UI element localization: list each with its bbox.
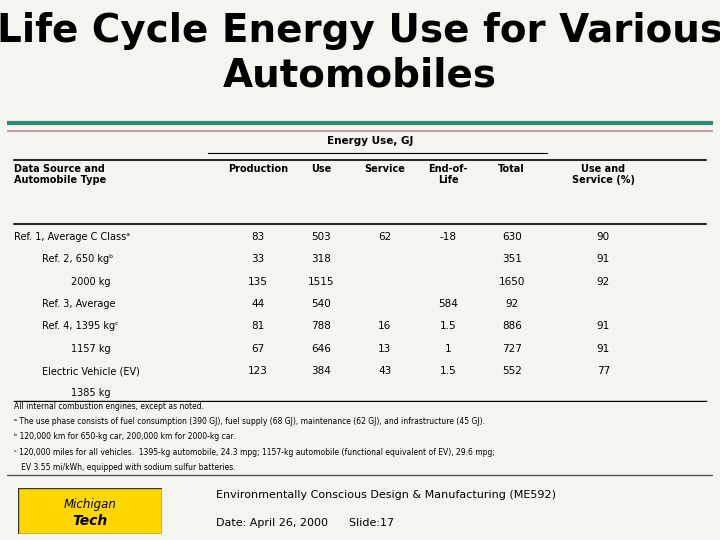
Text: 90: 90 — [597, 232, 610, 242]
Text: Use and
Service (%): Use and Service (%) — [572, 164, 635, 185]
Text: 540: 540 — [311, 299, 331, 309]
Text: 16: 16 — [378, 321, 392, 332]
Text: 91: 91 — [597, 343, 610, 354]
Text: 77: 77 — [597, 366, 610, 376]
Text: 62: 62 — [378, 232, 392, 242]
Text: EV 3.55 mi/kWh, equipped with sodium sulfur batteries.: EV 3.55 mi/kWh, equipped with sodium sul… — [14, 463, 236, 472]
Text: End-of-
Life: End-of- Life — [428, 164, 468, 185]
Text: 788: 788 — [311, 321, 331, 332]
Text: Ref. 3, Average: Ref. 3, Average — [42, 299, 116, 309]
Text: 91: 91 — [597, 321, 610, 332]
Text: 318: 318 — [311, 254, 331, 264]
Text: 384: 384 — [311, 366, 331, 376]
Text: 1.5: 1.5 — [440, 366, 456, 376]
Text: 503: 503 — [311, 232, 331, 242]
Text: Life Cycle Energy Use for Various
Automobiles: Life Cycle Energy Use for Various Automo… — [0, 12, 720, 94]
Text: Total: Total — [498, 164, 525, 174]
Text: ᶜ 120,000 miles for all vehicles.  1395-kg automobile, 24.3 mpg; 1157-kg automob: ᶜ 120,000 miles for all vehicles. 1395-k… — [14, 448, 495, 457]
Text: Use: Use — [311, 164, 331, 174]
Text: Service: Service — [364, 164, 405, 174]
Text: 92: 92 — [505, 299, 518, 309]
Text: Electric Vehicle (EV): Electric Vehicle (EV) — [42, 366, 140, 376]
Text: 123: 123 — [248, 366, 268, 376]
Text: 33: 33 — [251, 254, 264, 264]
Text: All internal combustion engines, except as noted.: All internal combustion engines, except … — [14, 402, 204, 411]
Text: Michigan: Michigan — [63, 498, 117, 511]
Text: 92: 92 — [597, 276, 610, 287]
Text: 81: 81 — [251, 321, 264, 332]
Text: Energy Use, GJ: Energy Use, GJ — [328, 137, 414, 146]
Text: 584: 584 — [438, 299, 458, 309]
Text: 1157 kg: 1157 kg — [71, 343, 110, 354]
Text: 91: 91 — [597, 254, 610, 264]
Text: 43: 43 — [378, 366, 392, 376]
Text: -18: -18 — [440, 232, 456, 242]
Text: ᵇ 120,000 km for 650-kg car, 200,000 km for 2000-kg car.: ᵇ 120,000 km for 650-kg car, 200,000 km … — [14, 433, 235, 441]
Text: Date: April 26, 2000      Slide:17: Date: April 26, 2000 Slide:17 — [216, 518, 394, 528]
Text: 83: 83 — [251, 232, 264, 242]
Text: Production: Production — [228, 164, 288, 174]
Text: 1650: 1650 — [498, 276, 525, 287]
Text: Ref. 1, Average C Classᵃ: Ref. 1, Average C Classᵃ — [14, 232, 130, 242]
Text: Tech: Tech — [73, 514, 107, 528]
Text: 2000 kg: 2000 kg — [71, 276, 110, 287]
Text: Environmentally Conscious Design & Manufacturing (ME592): Environmentally Conscious Design & Manuf… — [216, 490, 556, 500]
FancyBboxPatch shape — [18, 488, 162, 534]
Text: 44: 44 — [251, 299, 264, 309]
Text: 886: 886 — [502, 321, 522, 332]
Text: 1: 1 — [445, 343, 451, 354]
Text: 1515: 1515 — [308, 276, 335, 287]
Text: 1.5: 1.5 — [440, 321, 456, 332]
Text: 1385 kg: 1385 kg — [71, 388, 110, 399]
Text: 552: 552 — [502, 366, 522, 376]
Text: 13: 13 — [378, 343, 392, 354]
Text: 67: 67 — [251, 343, 264, 354]
Text: Ref. 2, 650 kgᵇ: Ref. 2, 650 kgᵇ — [42, 254, 114, 264]
Text: 646: 646 — [311, 343, 331, 354]
Text: 630: 630 — [502, 232, 521, 242]
Text: Ref. 4, 1395 kgᶜ: Ref. 4, 1395 kgᶜ — [42, 321, 120, 332]
Text: ᵃ The use phase consists of fuel consumption (390 GJ), fuel supply (68 GJ), main: ᵃ The use phase consists of fuel consump… — [14, 417, 485, 426]
Text: Data Source and
Automobile Type: Data Source and Automobile Type — [14, 164, 107, 185]
Text: 135: 135 — [248, 276, 268, 287]
Text: 351: 351 — [502, 254, 522, 264]
Text: 727: 727 — [502, 343, 522, 354]
